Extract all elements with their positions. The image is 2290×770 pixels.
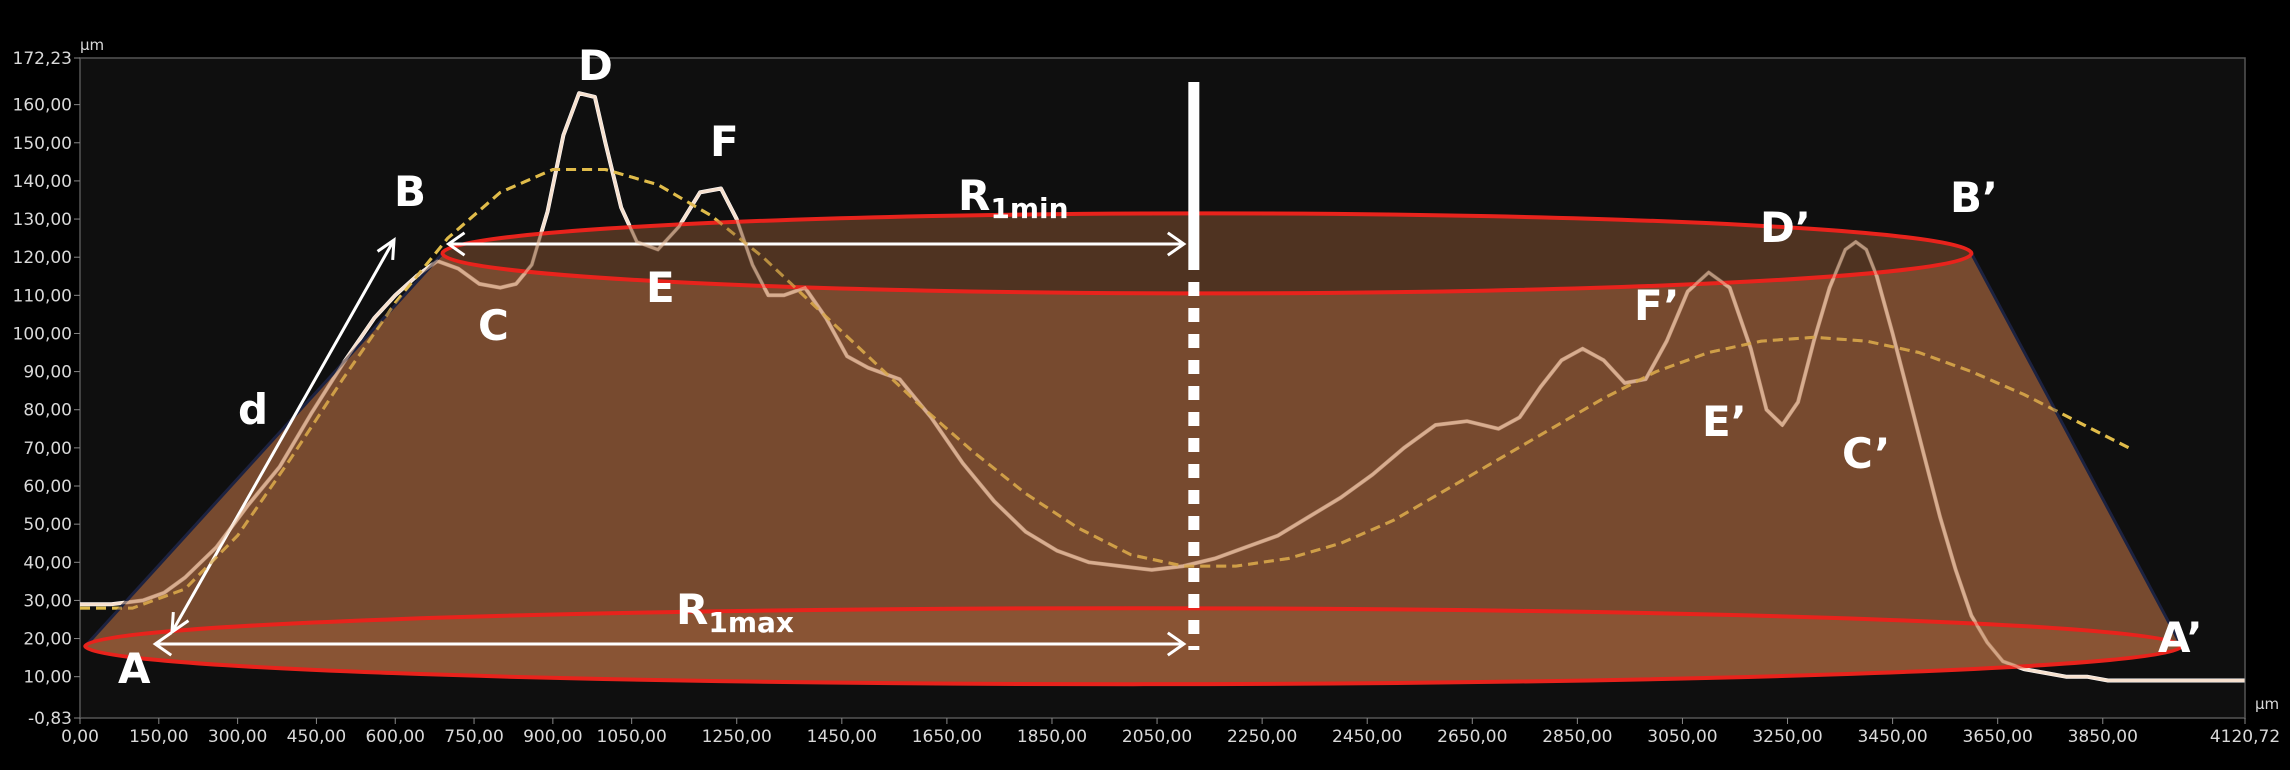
x-tick-label-11: 1850,00 [1017,727,1087,747]
x-tick-label-21: 3850,00 [2068,727,2138,747]
x-tick-label-10: 1650,00 [912,727,982,747]
y-tick-label-12: 120,00 [13,248,72,268]
y-unit-label: µm [80,36,104,54]
r-max-label: R1max [676,585,794,639]
x-tick-label-18: 3250,00 [1752,727,1822,747]
x-tick-label-0: 0,00 [61,727,99,747]
d-arrow-head-bottom [170,611,190,636]
r-max-main: R [676,585,708,634]
point-labels: A B C D E F A’ B’ C’ D’ E’ F’ d [118,41,2203,693]
r-min-arrow-head-right [1166,231,1187,257]
label-b-prime: B’ [1950,173,1998,222]
x-tick-label-13: 2250,00 [1227,727,1297,747]
y-tick-label-7: 70,00 [23,439,72,459]
r-min-label: R1min [958,171,1069,225]
r-min-main: R [958,171,990,220]
label-e: E [646,263,675,312]
label-f: F [710,117,739,166]
y-tick-label-9: 90,00 [23,363,72,383]
y-tick-label-2: 20,00 [23,630,72,650]
label-e-prime: E’ [1702,397,1747,446]
x-tick-label-19: 3450,00 [1857,727,1927,747]
label-f-prime: F’ [1634,281,1679,330]
r-min-sub: 1min [990,192,1068,225]
bottom-ellipse [83,606,2184,687]
label-d-arrow: d [238,385,268,434]
label-d: D [578,41,613,90]
x-tick-label-14: 2450,00 [1332,727,1402,747]
y-tick-label-15: 150,00 [13,134,72,154]
y-tick-label-3: 30,00 [23,591,72,611]
label-b: B [394,167,426,216]
y-tick-label-8: 80,00 [23,401,72,421]
x-tick-label-8: 1250,00 [702,727,772,747]
x-tick-label-22: 4120,72 [2210,727,2280,747]
x-tick-label-2: 300,00 [208,727,267,747]
d-arrow-line [170,239,396,633]
x-tick-label-1: 150,00 [129,727,188,747]
y-tick-label-14: 140,00 [13,172,72,192]
x-tick-label-4: 600,00 [365,727,424,747]
label-c: C [478,301,509,350]
y-tick-label-13: 130,00 [13,210,72,230]
x-tick-label-3: 450,00 [287,727,346,747]
overlay-layer [80,82,2245,687]
y-tick-label-17: 172,23 [13,49,72,69]
y-tick-label-6: 60,00 [23,477,72,497]
y-axis: -0,83 10,00 20,00 30,00 40,00 50,00 60,00 70,00… [13,49,80,729]
label-d-prime: D’ [1760,203,1811,252]
profile-overlay-line [80,91,2245,682]
r-min-arrow-head-left [445,231,466,257]
r-max-arrow-head-left [152,631,173,657]
r-max-sub: 1max [708,606,794,639]
x-unit-label: µm [2255,695,2279,713]
y-tick-label-5: 50,00 [23,515,72,535]
label-c-prime: C’ [1842,429,1890,478]
y-tick-label-0: -0,83 [28,709,72,729]
top-ellipse [440,211,1974,296]
x-tick-label-16: 2850,00 [1542,727,1612,747]
y-tick-label-4: 40,00 [23,553,72,573]
x-tick-label-15: 2650,00 [1437,727,1507,747]
d-arrow-head-top [376,236,396,261]
label-a: A [118,644,151,693]
x-tick-label-9: 1450,00 [807,727,877,747]
label-a-prime: A’ [2158,613,2203,662]
x-tick-label-7: 1050,00 [597,727,667,747]
y-tick-label-10: 100,00 [13,324,72,344]
x-tick-label-5: 750,00 [444,727,503,747]
y-tick-label-1: 10,00 [23,668,72,688]
x-tick-label-12: 2050,00 [1122,727,1192,747]
r-max-arrow-head-right [1166,631,1187,657]
y-tick-label-16: 160,00 [13,96,72,116]
y-tick-label-11: 110,00 [13,286,72,306]
x-tick-label-20: 3650,00 [1963,727,2033,747]
x-axis: 0,00 150,00 300,00 450,00 600,00 750,00 900,00… [61,718,2280,747]
x-tick-label-17: 3050,00 [1647,727,1717,747]
x-tick-label-6: 900,00 [523,727,582,747]
